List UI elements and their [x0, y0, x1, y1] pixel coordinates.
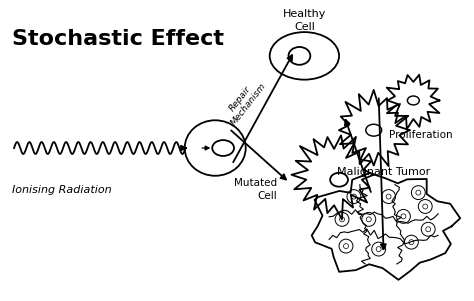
Text: Ionising Radiation: Ionising Radiation: [12, 185, 112, 195]
Text: Proliferation: Proliferation: [389, 130, 453, 140]
Text: Repair
Mechanism: Repair Mechanism: [221, 75, 268, 128]
Text: Stochastic Effect: Stochastic Effect: [12, 29, 224, 49]
Text: Healthy
Cell: Healthy Cell: [283, 9, 326, 32]
Text: Mutated
Cell: Mutated Cell: [234, 178, 277, 201]
Text: Malignant Tumor: Malignant Tumor: [337, 167, 430, 177]
